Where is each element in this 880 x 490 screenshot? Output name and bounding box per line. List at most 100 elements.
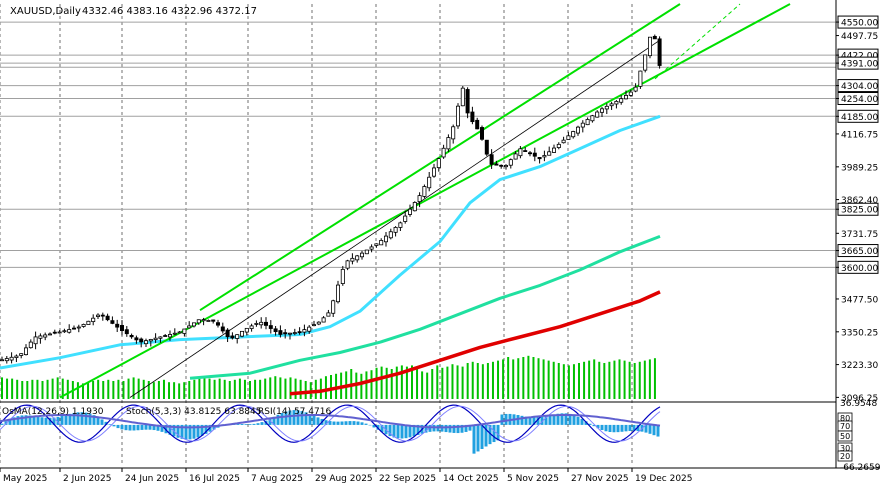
price-tick-label: 4116.75 bbox=[841, 130, 878, 140]
price-tick-label: 3731.75 bbox=[841, 230, 878, 240]
channel-upper-line bbox=[199, 3, 681, 312]
candle-body bbox=[542, 155, 547, 158]
candle-body bbox=[345, 260, 350, 269]
time-tick-label: 2 Jun 2025 bbox=[63, 474, 111, 484]
candle-body bbox=[657, 38, 662, 66]
candle-body bbox=[81, 323, 86, 327]
price-tick-label: 3096.25 bbox=[841, 394, 878, 404]
candle-body bbox=[484, 139, 489, 155]
price-tick-label: 4304.00 bbox=[841, 82, 878, 92]
ma-mid-line bbox=[189, 235, 661, 380]
candle-body bbox=[96, 314, 101, 317]
candle-body bbox=[91, 317, 96, 323]
candle-body bbox=[407, 208, 412, 215]
candle-body bbox=[350, 257, 355, 262]
candle-body bbox=[0, 359, 4, 362]
candle-body bbox=[374, 243, 379, 246]
time-tick-label: 7 Aug 2025 bbox=[251, 474, 303, 484]
candle-body bbox=[431, 167, 436, 177]
candle-body bbox=[652, 35, 657, 40]
candle-body bbox=[283, 332, 288, 335]
candle-body bbox=[316, 321, 321, 325]
candle-body bbox=[273, 328, 278, 333]
candle-body bbox=[33, 336, 38, 345]
candle-body bbox=[206, 320, 211, 322]
candle-body bbox=[532, 152, 537, 157]
osc-level-label: 50 bbox=[840, 432, 850, 441]
candle-body bbox=[235, 334, 240, 339]
time-tick-label: 19 Dec 2025 bbox=[635, 474, 693, 484]
candle-body bbox=[393, 227, 398, 233]
candle-body bbox=[167, 334, 172, 338]
candle-body bbox=[470, 111, 475, 123]
candle-body bbox=[153, 337, 158, 340]
candle-body bbox=[307, 326, 312, 332]
time-tick-label: 5 Nov 2025 bbox=[507, 474, 559, 484]
candle-body bbox=[547, 151, 552, 156]
candle-body bbox=[239, 330, 244, 337]
price-levels bbox=[0, 21, 836, 268]
osc-level-box bbox=[837, 430, 853, 442]
candle-body bbox=[508, 159, 513, 166]
time-tick-label: 22 Sep 2025 bbox=[379, 474, 436, 484]
candle-body bbox=[177, 331, 182, 334]
candle-body bbox=[566, 135, 571, 140]
price-tick-label: 3223.30 bbox=[841, 361, 878, 371]
candle-body bbox=[215, 322, 220, 326]
candle-body bbox=[422, 186, 427, 197]
candle-body bbox=[499, 164, 504, 167]
candle-body bbox=[110, 320, 115, 324]
candle-body bbox=[359, 252, 364, 258]
candle-body bbox=[72, 327, 77, 330]
candle-body bbox=[129, 335, 134, 338]
candle-body bbox=[220, 326, 225, 332]
candle-body bbox=[67, 329, 72, 333]
candle-body bbox=[311, 324, 316, 327]
candle-body bbox=[48, 333, 53, 336]
candle-body bbox=[182, 328, 187, 334]
candle-body bbox=[451, 126, 456, 140]
candles bbox=[0, 34, 662, 364]
candle-body bbox=[446, 137, 451, 150]
candle-body bbox=[302, 329, 307, 333]
candle-body bbox=[76, 326, 81, 329]
candle-body bbox=[383, 235, 388, 243]
candle-body bbox=[263, 321, 268, 326]
candle-body bbox=[86, 320, 91, 325]
candle-body bbox=[124, 329, 129, 335]
candle-body bbox=[633, 86, 638, 92]
candle-body bbox=[609, 103, 614, 107]
osc-tick-label: -66.2659 bbox=[840, 463, 880, 473]
candle-body bbox=[619, 98, 624, 103]
channel-mid-line bbox=[129, 39, 661, 398]
candle-body bbox=[648, 36, 653, 57]
volume-bars bbox=[1, 355, 656, 399]
candle-body bbox=[465, 89, 470, 114]
ma-slow-line bbox=[289, 290, 661, 396]
candle-body bbox=[38, 335, 43, 339]
candle-body bbox=[230, 335, 235, 339]
price-tick-label: 3477.50 bbox=[841, 295, 878, 305]
candle-body bbox=[398, 222, 403, 228]
stoch-signal-line bbox=[0, 405, 661, 442]
candle-body bbox=[9, 356, 14, 361]
chart-header-symbol: XAUUSD,Daily bbox=[10, 6, 81, 17]
candle-body bbox=[576, 126, 581, 134]
moving-averages bbox=[0, 114, 661, 396]
candle-body bbox=[528, 152, 533, 155]
candle-body bbox=[518, 148, 523, 157]
candle-body bbox=[115, 323, 120, 328]
candle-body bbox=[643, 54, 648, 71]
candle-body bbox=[187, 325, 192, 329]
osc-level-label: 20 bbox=[840, 452, 850, 461]
candle-body bbox=[268, 325, 273, 329]
time-tick-label: 27 Nov 2025 bbox=[571, 474, 629, 484]
candle-body bbox=[600, 108, 605, 113]
candle-body bbox=[604, 105, 609, 110]
candle-body bbox=[455, 105, 460, 127]
candle-body bbox=[556, 143, 561, 148]
time-tick-label: 16 Jul 2025 bbox=[189, 474, 240, 484]
